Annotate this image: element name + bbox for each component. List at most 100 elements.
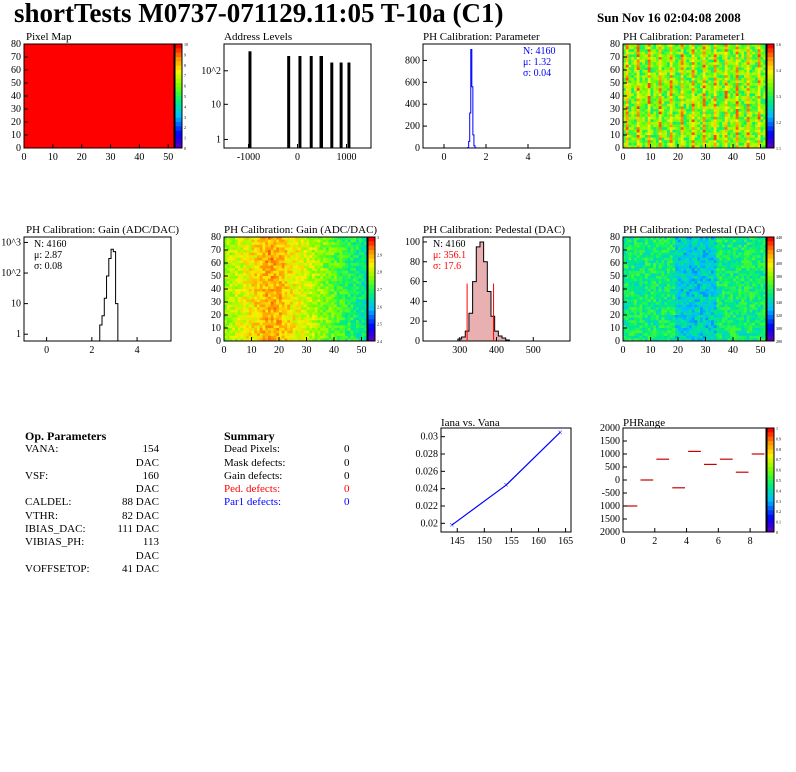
pedestal-map-cell: [642, 242, 646, 246]
param1-cell: [708, 77, 712, 81]
gain-map-cell: [325, 338, 329, 342]
param1-cell: [719, 132, 723, 136]
param1-cell: [628, 135, 632, 138]
gain-map-cell: [257, 296, 261, 300]
gain-map-cell: [364, 315, 368, 318]
gain-map-cell: [240, 330, 244, 334]
gain-map-cell: [292, 273, 296, 277]
param1-cell: [642, 83, 646, 86]
param1-cell: [680, 85, 684, 89]
gain-map-cell: [273, 239, 277, 243]
gain-map-cell: [270, 320, 274, 324]
param1-cell: [760, 62, 764, 66]
gain-map-cell: [287, 322, 291, 326]
gain-map-cell: [309, 281, 313, 285]
gain-map-cell: [270, 242, 274, 246]
gain-map-cell: [295, 291, 299, 295]
gain-map-cell: [232, 265, 236, 269]
gain-map-cell: [342, 304, 346, 308]
gain-map-cell: [312, 260, 316, 264]
param1-cell: [658, 77, 662, 81]
gain-map-cell: [339, 328, 343, 331]
gain-map-cell: [268, 309, 272, 313]
param1-cell: [727, 64, 731, 68]
gain-map-cell: [295, 270, 299, 274]
gain-map-cell: [356, 315, 360, 318]
x-tick-label: 40: [134, 152, 144, 163]
gain-map-cell: [270, 299, 274, 303]
pedestal-map-cell: [656, 283, 660, 287]
param1-cell: [752, 135, 756, 138]
param1-cell: [686, 142, 690, 146]
pedestal-map-cell: [658, 237, 662, 240]
gain-map-cell: [323, 242, 327, 246]
param1-cell: [683, 106, 687, 110]
param1-cell: [669, 64, 673, 68]
gain-map-cell: [259, 317, 263, 321]
colorbar-cell: [368, 289, 375, 294]
param1-cell: [744, 44, 748, 47]
param1-cell: [702, 93, 706, 97]
param1-cell: [697, 67, 701, 71]
param1-cell: [722, 88, 726, 92]
gain-map-cell: [279, 273, 283, 277]
gain-map-cell: [350, 307, 354, 311]
param1-cell: [645, 67, 649, 71]
gain-map-cell: [281, 304, 285, 308]
param1-cell: [746, 127, 750, 131]
gain-map-cell: [323, 244, 327, 248]
param1-cell: [760, 129, 764, 133]
param1-cell: [749, 59, 753, 63]
param1-cell: [738, 119, 742, 123]
param1-cell: [735, 51, 739, 55]
param1-cell: [730, 106, 734, 110]
param1-cell: [722, 135, 726, 138]
gain-map-cell: [325, 299, 329, 303]
gain-map-cell: [345, 278, 349, 282]
param1-cell: [763, 72, 767, 76]
param1-cell: [623, 57, 627, 60]
param1-cell: [625, 54, 629, 58]
pedestal-map-cell: [628, 294, 632, 298]
param1-cell: [727, 137, 731, 141]
pedestal-map-cell: [639, 325, 643, 329]
gain-map-cell: [353, 302, 357, 305]
param1-cell: [738, 62, 742, 66]
gain-map-cell: [284, 299, 288, 303]
pedestal-map-cell: [625, 239, 629, 243]
param1-cell: [669, 129, 673, 133]
param1-cell: [763, 54, 767, 58]
gain-map-cell: [306, 286, 310, 290]
gain-map-cell: [334, 263, 338, 266]
gain-map-cell: [345, 283, 349, 287]
param1-cell: [708, 111, 712, 115]
param1-cell: [713, 119, 717, 123]
param1-cell: [689, 98, 693, 102]
param1-cell: [694, 80, 698, 84]
gain-map-cell: [361, 270, 365, 274]
param1-cell: [716, 90, 720, 94]
param1-cell: [636, 46, 640, 50]
gain-map-cell: [298, 333, 302, 337]
gain-map-cell: [243, 273, 247, 277]
gain-map-cell: [342, 325, 346, 329]
colorbar-cell: [368, 267, 375, 273]
param1-cell: [716, 46, 720, 50]
param1-cell: [716, 122, 720, 125]
param1-cell: [724, 101, 728, 105]
gain-map-cell: [251, 289, 255, 292]
gain-map-cell: [284, 296, 288, 300]
param1-cell: [639, 64, 643, 68]
param1-cell: [672, 135, 676, 138]
pedestal-map-cell: [631, 322, 635, 326]
gain-map-cell: [298, 304, 302, 308]
param1-cell: [686, 77, 690, 81]
gain-map-cell: [265, 263, 269, 266]
gain-map-cell: [331, 252, 335, 256]
param1-cell: [760, 96, 764, 99]
param1-cell: [631, 142, 635, 146]
gain-map-cell: [320, 281, 324, 285]
gain-map-cell: [284, 304, 288, 308]
gain-map-cell: [298, 338, 302, 342]
gain-map-cell: [314, 265, 318, 269]
